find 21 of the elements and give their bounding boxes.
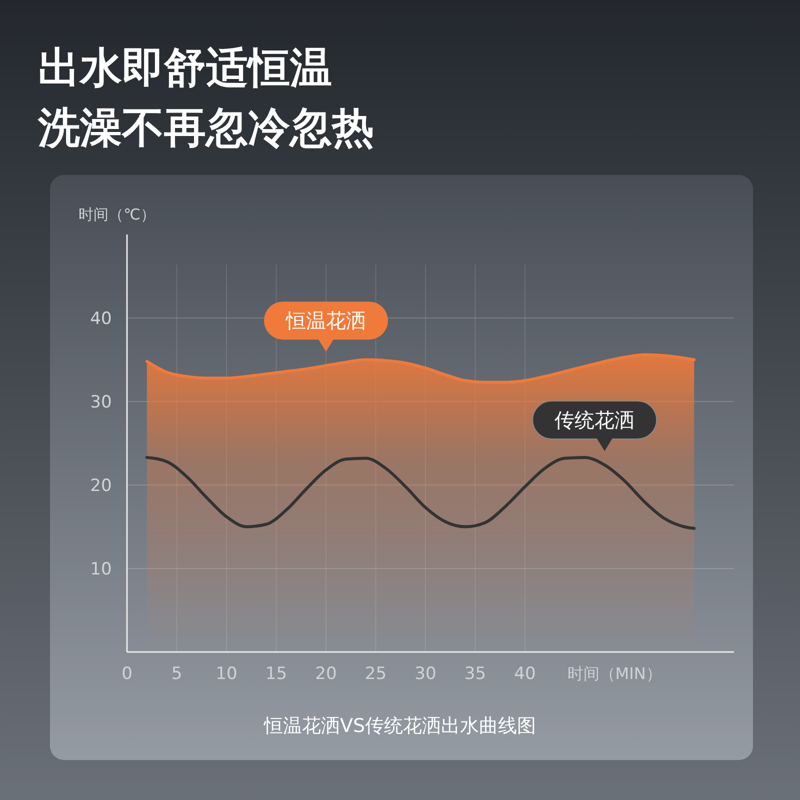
x-tick-label: 20 [315, 664, 337, 684]
x-axis-title: 时间（MIN） [567, 664, 662, 683]
y-tick-label: 30 [90, 392, 112, 412]
y-axis-title: 时间（℃） [78, 206, 156, 224]
x-tick-label: 5 [171, 664, 182, 684]
x-tick-label: 25 [364, 664, 387, 684]
y-tick-label: 10 [90, 560, 112, 580]
y-tick-label: 40 [90, 309, 112, 329]
chart-title: 出水即舒适恒温 [38, 43, 332, 92]
series-label: 恒温花洒 [285, 308, 366, 333]
chart-subtitle: 洗澡不再忽冷忽热 [37, 103, 374, 152]
series-label: 传统花洒 [554, 408, 635, 432]
x-tick-label: 15 [265, 664, 288, 684]
x-tick-label: 30 [414, 664, 436, 684]
line-series [145, 456, 696, 530]
x-tick-label: 0 [122, 664, 132, 684]
y-tick-label: 20 [90, 476, 112, 496]
x-tick-label: 40 [514, 664, 536, 684]
x-tick-label: 35 [464, 664, 486, 684]
x-tick-label: 10 [216, 664, 238, 684]
text: 恒温花洒VS传统花洒出水曲线图 [262, 715, 536, 737]
